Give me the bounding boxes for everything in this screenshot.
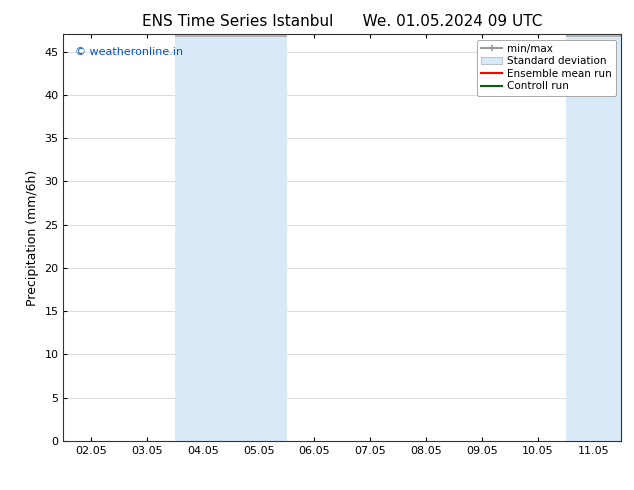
Bar xyxy=(593,34,621,441)
Title: ENS Time Series Istanbul      We. 01.05.2024 09 UTC: ENS Time Series Istanbul We. 01.05.2024 … xyxy=(142,14,543,29)
Y-axis label: Precipitation (mm/6h): Precipitation (mm/6h) xyxy=(26,170,39,306)
Text: © weatheronline.in: © weatheronline.in xyxy=(75,47,183,56)
Bar xyxy=(175,34,231,441)
Bar xyxy=(566,34,593,441)
Legend: min/max, Standard deviation, Ensemble mean run, Controll run: min/max, Standard deviation, Ensemble me… xyxy=(477,40,616,96)
Bar xyxy=(231,34,287,441)
